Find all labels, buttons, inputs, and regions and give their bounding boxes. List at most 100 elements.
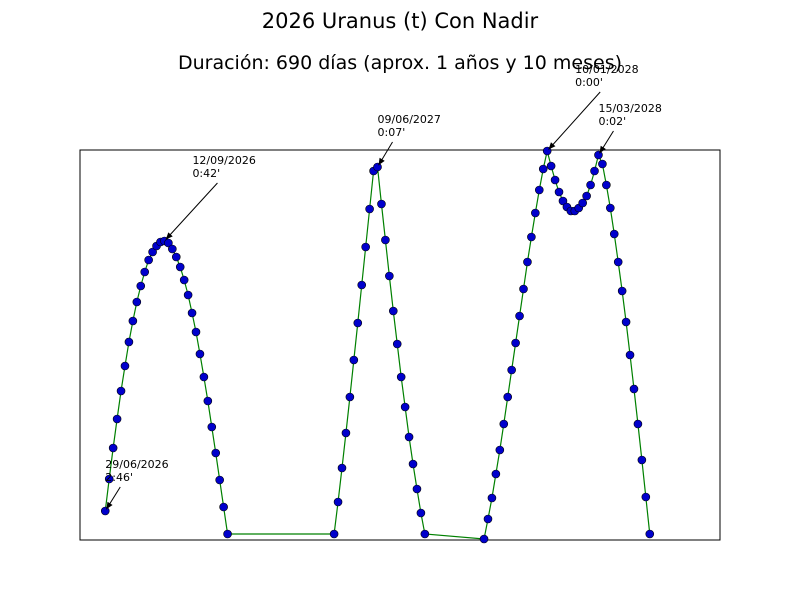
data-point: [104, 474, 114, 484]
data-point: [195, 349, 205, 359]
data-point: [120, 361, 130, 371]
data-point: [373, 162, 382, 172]
data-point: [602, 180, 611, 190]
data-point: [207, 422, 217, 432]
annotation-date: 12/09/2026: [192, 154, 255, 167]
data-point: [199, 372, 209, 382]
data-point: [558, 196, 568, 206]
data-point: [175, 262, 185, 272]
data-point: [223, 529, 232, 539]
chart-subtitle: Duración: 690 días (aprox. 1 años y 10 m…: [178, 52, 622, 74]
data-point: [337, 463, 347, 473]
data-point: [168, 244, 177, 254]
data-point: [392, 339, 402, 349]
annotation-date: 09/06/2027: [378, 113, 441, 126]
data-point: [487, 493, 497, 503]
data-point: [550, 175, 560, 185]
chart-title: 2026 Uranus (t) Con Nadir: [262, 9, 539, 33]
data-point: [629, 384, 639, 394]
annotation-arrowhead: [106, 501, 113, 510]
data-point: [361, 242, 370, 252]
data-point: [171, 252, 181, 262]
data-point: [148, 247, 157, 257]
data-point: [357, 280, 367, 290]
data-point: [128, 316, 138, 326]
data-point: [136, 281, 146, 291]
annotation-arrow: [165, 182, 218, 240]
data-point: [365, 204, 374, 214]
data-point: [495, 445, 505, 455]
data-point: [124, 337, 134, 347]
annotation-time: 0:02': [598, 115, 626, 128]
annotation-date: 15/03/2028: [598, 102, 661, 115]
data-point: [499, 419, 509, 429]
data-point: [412, 484, 422, 494]
data-point: [333, 497, 343, 507]
data-point: [613, 257, 623, 267]
data-point: [385, 271, 394, 281]
data-point: [116, 386, 126, 396]
annotation-time: 2:46': [105, 471, 133, 484]
data-point: [594, 150, 603, 160]
data-point: [164, 238, 173, 248]
data-point: [625, 350, 635, 360]
data-point: [606, 203, 615, 213]
data-point: [215, 475, 224, 485]
data-point: [416, 508, 426, 518]
data-point: [621, 317, 631, 327]
data-point: [108, 443, 118, 453]
data-point: [341, 428, 351, 438]
data-point: [554, 187, 564, 197]
data-point: [179, 275, 189, 285]
data-point: [586, 180, 595, 190]
annotation-arrowhead: [599, 145, 606, 154]
data-point: [100, 506, 110, 516]
data-point: [534, 185, 544, 195]
annotation-time: 0:07': [378, 126, 406, 139]
data-point: [140, 267, 150, 277]
data-point: [345, 392, 355, 402]
data-point: [404, 432, 414, 442]
data-point: [582, 191, 591, 201]
data-point: [329, 529, 339, 539]
data-point: [353, 318, 363, 328]
data-point: [645, 529, 655, 539]
data-point: [203, 396, 213, 406]
data-point: [546, 161, 556, 171]
annotation-arrow: [548, 91, 601, 150]
data-point: [219, 502, 228, 512]
data-point: [183, 290, 193, 300]
data-point: [132, 297, 142, 307]
data-point: [396, 372, 406, 382]
plot-frame: [79, 149, 721, 541]
data-point: [420, 529, 430, 539]
data-point: [191, 327, 201, 337]
data-point: [144, 255, 153, 265]
data-point: [187, 308, 197, 318]
data-point: [641, 492, 651, 502]
data-point: [531, 208, 540, 218]
data-point: [479, 534, 489, 544]
data-point: [511, 338, 520, 348]
data-point: [388, 306, 398, 316]
annotation-time: 0:42': [192, 167, 220, 180]
data-point: [211, 448, 221, 458]
data-point: [381, 235, 390, 245]
data-point: [377, 199, 386, 209]
data-point: [519, 284, 528, 294]
annotation-time: 0:00': [575, 76, 603, 89]
annotation-date: 29/06/2026: [105, 458, 168, 471]
data-point: [515, 311, 524, 321]
data-point: [349, 355, 359, 365]
annotation-arrowhead: [378, 157, 385, 166]
data-point: [112, 414, 122, 424]
annotation-date: 10/01/2028: [575, 63, 638, 76]
data-point: [538, 164, 548, 174]
data-point: [523, 257, 532, 267]
data-point: [503, 392, 513, 402]
data-point: [617, 286, 627, 296]
data-point: [578, 198, 587, 208]
annotation-arrowhead: [548, 142, 556, 150]
